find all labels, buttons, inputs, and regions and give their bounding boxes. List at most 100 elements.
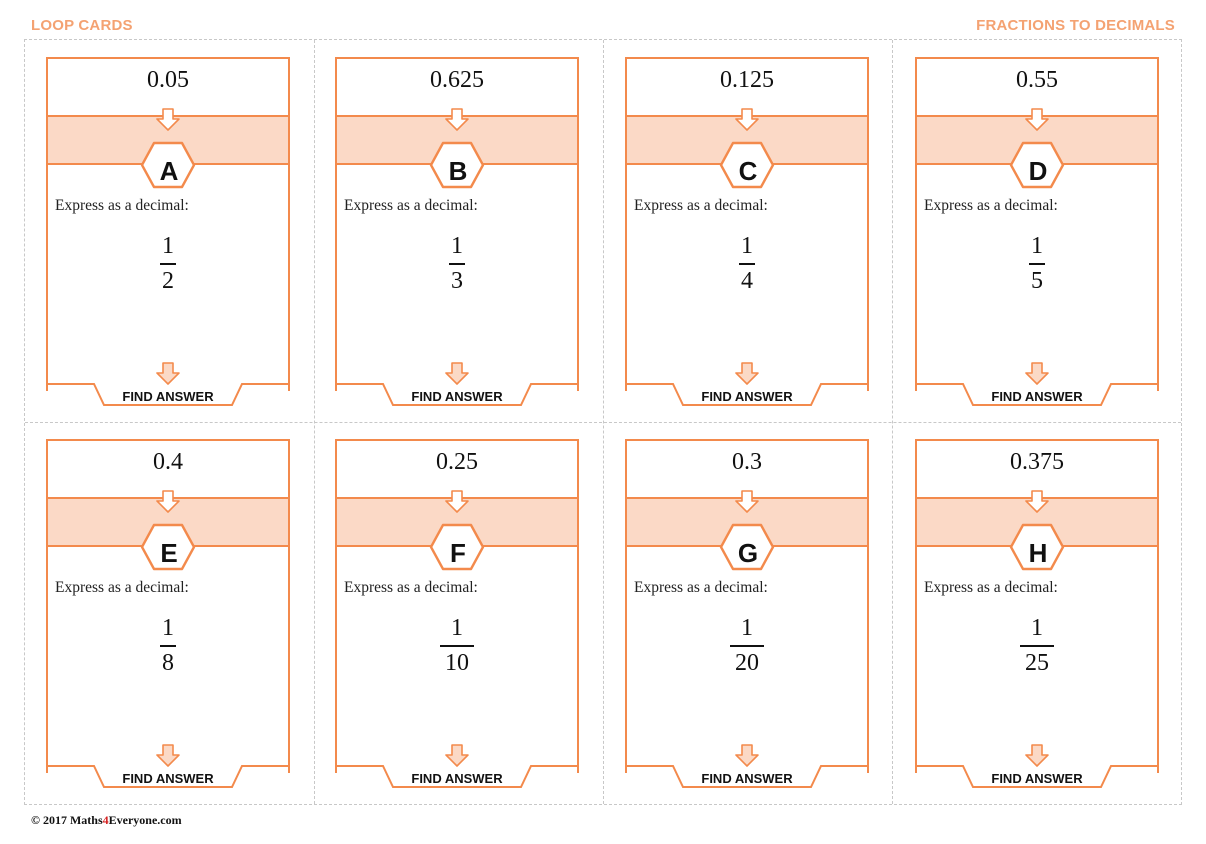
fraction-numerator: 1 xyxy=(741,233,753,259)
fraction-bar xyxy=(730,645,764,647)
loop-card: 0.375 H Express as a decimal: 1 25 FIND … xyxy=(915,439,1161,793)
card-outline xyxy=(46,57,290,391)
card-prompt: Express as a decimal: xyxy=(344,579,478,596)
card-bottom-tab xyxy=(626,383,868,406)
card-bottom-tab xyxy=(47,765,289,788)
card-prompt: Express as a decimal: xyxy=(55,579,189,596)
fraction-denominator: 25 xyxy=(1025,649,1049,676)
down-arrow-icon xyxy=(735,490,759,513)
down-arrow-icon xyxy=(735,744,759,767)
hexagon-badge xyxy=(719,523,775,571)
cut-line-horizontal xyxy=(25,422,1181,423)
down-arrow-icon xyxy=(1025,744,1049,767)
fraction-numerator: 1 xyxy=(162,615,174,641)
card-outline xyxy=(625,57,869,391)
down-arrow-icon xyxy=(1025,490,1049,513)
fraction-numerator: 1 xyxy=(451,233,463,259)
loop-card: 0.3 G Express as a decimal: 1 20 FIND AN… xyxy=(625,439,871,793)
card-prompt: Express as a decimal: xyxy=(55,197,189,214)
hexagon-badge xyxy=(1009,523,1065,571)
fraction-numerator: 1 xyxy=(1031,615,1043,641)
card-fraction: 1 10 xyxy=(407,614,507,677)
card-frame xyxy=(915,57,1159,406)
find-answer-label: FIND ANSWER xyxy=(701,771,793,786)
card-fraction: 1 3 xyxy=(407,232,507,295)
card-fraction: 1 25 xyxy=(987,614,1087,677)
card-fraction: 1 20 xyxy=(697,614,797,677)
hexagon-badge xyxy=(1009,141,1065,189)
card-fraction: 1 8 xyxy=(118,614,218,677)
hexagon-badge xyxy=(429,141,485,189)
card-answer: 0.125 xyxy=(720,67,774,93)
card-frame xyxy=(46,57,290,406)
card-outline xyxy=(915,439,1159,773)
fraction-denominator: 2 xyxy=(162,267,174,294)
card-bottom-tab xyxy=(47,383,289,406)
down-arrow-icon xyxy=(1025,362,1049,385)
fraction-bar xyxy=(160,645,176,647)
card-outline xyxy=(335,439,579,773)
fraction-bar xyxy=(449,263,465,265)
card-prompt: Express as a decimal: xyxy=(924,197,1058,214)
down-arrow-icon xyxy=(156,362,180,385)
down-arrow-icon xyxy=(156,744,180,767)
down-arrow-icon xyxy=(445,744,469,767)
find-answer-label: FIND ANSWER xyxy=(991,771,1083,786)
card-letter: E xyxy=(160,538,178,568)
hexagon-badge xyxy=(429,523,485,571)
fraction-denominator: 3 xyxy=(451,267,463,294)
fraction-bar xyxy=(160,263,176,265)
card-bottom-tab xyxy=(916,383,1158,406)
copyright-four: 4 xyxy=(102,813,109,827)
copyright-prefix: © 2017 Maths xyxy=(31,813,103,827)
fraction-bar xyxy=(1020,645,1054,647)
card-answer: 0.375 xyxy=(1010,449,1064,475)
find-answer-label: FIND ANSWER xyxy=(991,389,1083,404)
down-arrow-icon xyxy=(445,490,469,513)
down-arrow-icon xyxy=(735,108,759,131)
find-answer-label: FIND ANSWER xyxy=(122,389,214,404)
fraction-numerator: 1 xyxy=(451,615,463,641)
card-frame xyxy=(335,57,579,406)
card-prompt: Express as a decimal: xyxy=(634,579,768,596)
down-arrow-icon xyxy=(735,362,759,385)
fraction-numerator: 1 xyxy=(741,615,753,641)
card-letter: B xyxy=(448,156,468,186)
fraction-denominator: 4 xyxy=(741,267,753,294)
fraction-numerator: 1 xyxy=(1031,233,1043,259)
copyright-suffix: Everyone.com xyxy=(108,813,182,827)
copyright-notice: © 2017 Maths4Everyone.com xyxy=(31,813,182,828)
fraction-bar xyxy=(739,263,755,265)
find-answer-label: FIND ANSWER xyxy=(411,389,503,404)
card-letter: D xyxy=(1028,156,1048,186)
loop-card: 0.55 D Express as a decimal: 1 5 FIND AN… xyxy=(915,57,1161,411)
find-answer-label: FIND ANSWER xyxy=(411,771,503,786)
card-prompt: Express as a decimal: xyxy=(634,197,768,214)
down-arrow-icon xyxy=(445,108,469,131)
card-prompt: Express as a decimal: xyxy=(344,197,478,214)
find-answer-label: FIND ANSWER xyxy=(701,389,793,404)
card-frame xyxy=(46,439,290,788)
hexagon-badge xyxy=(140,141,196,189)
loop-card: 0.25 F Express as a decimal: 1 10 FIND A… xyxy=(335,439,581,793)
card-answer: 0.55 xyxy=(1016,67,1058,93)
card-bottom-tab xyxy=(916,765,1158,788)
fraction-bar xyxy=(1029,263,1045,265)
loop-card: 0.125 C Express as a decimal: 1 4 FIND A… xyxy=(625,57,871,411)
fraction-denominator: 20 xyxy=(735,649,759,676)
card-sheet xyxy=(24,39,1182,805)
fraction-denominator: 8 xyxy=(162,649,174,676)
fraction-denominator: 10 xyxy=(445,649,469,676)
fraction-numerator: 1 xyxy=(162,233,174,259)
card-outline xyxy=(335,57,579,391)
find-answer-label: FIND ANSWER xyxy=(122,771,214,786)
down-arrow-icon xyxy=(445,362,469,385)
card-frame xyxy=(625,439,869,788)
card-fraction: 1 4 xyxy=(697,232,797,295)
card-letter: G xyxy=(737,538,759,568)
hexagon-badge xyxy=(719,141,775,189)
card-outline xyxy=(625,439,869,773)
card-answer: 0.25 xyxy=(436,449,478,475)
down-arrow-icon xyxy=(1025,108,1049,131)
card-bottom-tab xyxy=(336,765,578,788)
